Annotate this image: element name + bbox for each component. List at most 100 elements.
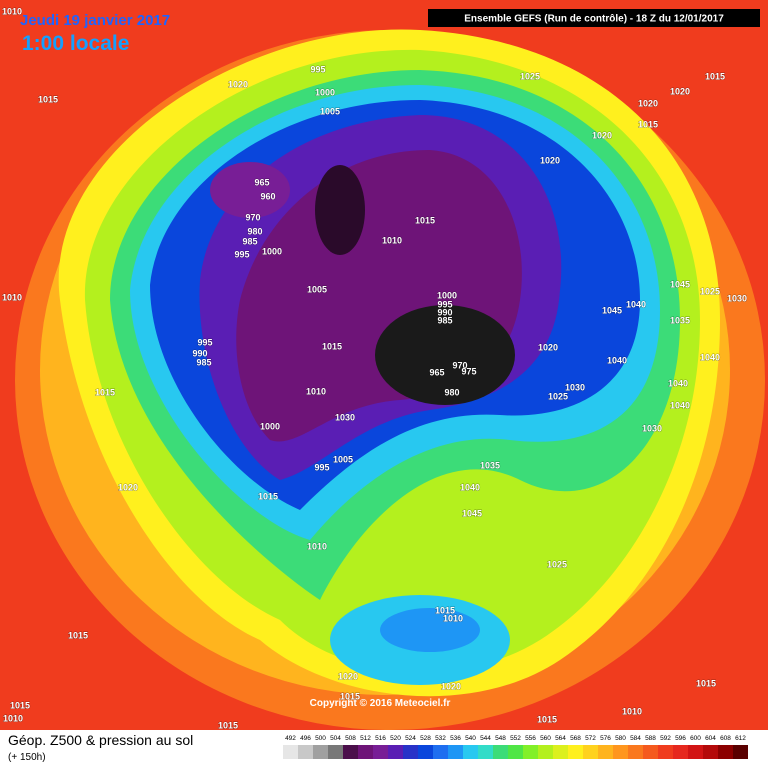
legend-swatch: [733, 745, 748, 759]
legend-label: 548: [495, 735, 506, 742]
isobar-label: 1015: [638, 119, 658, 129]
legend-label: 572: [585, 735, 596, 742]
isobar-label: 1015: [435, 605, 455, 615]
isobar-label: 970: [245, 212, 260, 222]
legend-label: 604: [705, 735, 716, 742]
legend-label: 516: [375, 735, 386, 742]
isobar-label: 1015: [95, 387, 115, 397]
legend: 492 496 500 504 508 512 516 520 524 528 532 536 540 5…: [283, 735, 748, 759]
legend-swatch: [358, 745, 373, 759]
legend-swatch: [658, 745, 673, 759]
isobar-label: 970: [452, 360, 467, 370]
legend-swatch: [478, 745, 493, 759]
isobar-label: 1025: [548, 391, 568, 401]
isobar-label: 1025: [520, 71, 540, 81]
map-background: [0, 0, 768, 730]
legend-swatch: [433, 745, 448, 759]
legend-swatch: [463, 745, 478, 759]
legend-label: 528: [420, 735, 431, 742]
isobar-label: 1045: [462, 508, 482, 518]
isobar-label: 1010: [306, 386, 326, 396]
isobar-label: 1020: [338, 671, 358, 681]
legend-swatch: [598, 745, 613, 759]
legend-swatch: [283, 745, 298, 759]
isobar-label: 980: [444, 387, 459, 397]
legend-swatch: [403, 745, 418, 759]
legend-label: 600: [690, 735, 701, 742]
isobar-label: 985: [242, 236, 257, 246]
copyright: Copyright © 2016 Meteociel.fr: [310, 698, 451, 709]
legend-label: 556: [525, 735, 536, 742]
isobar-label: 1020: [228, 79, 248, 89]
legend-swatch: [688, 745, 703, 759]
isobar-label: 1030: [642, 423, 662, 433]
isobar-label: 1000: [262, 246, 282, 256]
isobar-label: 1015: [38, 94, 58, 104]
isobar-label: 995: [314, 462, 329, 472]
legend-swatch: [643, 745, 658, 759]
isobar-label: 985: [437, 315, 452, 325]
legend-swatch: [328, 745, 343, 759]
isobar-label: 1015: [218, 720, 238, 730]
legend-label: 552: [510, 735, 521, 742]
isobar-label: 1030: [727, 293, 747, 303]
legend-swatch: [553, 745, 568, 759]
isobar-label: 1040: [700, 352, 720, 362]
isobar-label: 1020: [118, 482, 138, 492]
isobar-label: 1015: [415, 215, 435, 225]
legend-label: 532: [435, 735, 446, 742]
isobar-label: 965: [429, 367, 444, 377]
isobar-label: 1035: [480, 460, 500, 470]
isobar-label: 1010: [443, 613, 463, 623]
isobar-label: 995: [437, 299, 452, 309]
isobar-label: 1010: [2, 6, 22, 16]
isobar-label: 990: [192, 348, 207, 358]
isobar-label: 1020: [670, 86, 690, 96]
legend-label: 560: [540, 735, 551, 742]
legend-swatch: [388, 745, 403, 759]
legend-swatch: [343, 745, 358, 759]
legend-swatch: [508, 745, 523, 759]
legend-label: 512: [360, 735, 371, 742]
legend-label: 588: [645, 735, 656, 742]
isobar-label: 1045: [670, 279, 690, 289]
isobar-label: 1020: [540, 155, 560, 165]
isobar-label: 1005: [333, 454, 353, 464]
isobar-label: 1040: [668, 378, 688, 388]
isobar-label: 1010: [622, 706, 642, 716]
isobar-label: 1005: [307, 284, 327, 294]
isobar-label: 1040: [607, 355, 627, 365]
isobar-label: 1015: [322, 341, 342, 351]
isobar-label: 960: [260, 191, 275, 201]
isobar-label: 1025: [547, 559, 567, 569]
isobar-label: 1040: [626, 299, 646, 309]
legend-swatch: [583, 745, 598, 759]
isobar-label: 1015: [68, 630, 88, 640]
isobar-label: 995: [234, 249, 249, 259]
legend-swatch: [673, 745, 688, 759]
isobar-label: 1040: [460, 482, 480, 492]
legend-label: 592: [660, 735, 671, 742]
isobar-label: 1015: [696, 678, 716, 688]
isobar-label: 1010: [2, 292, 22, 302]
legend-swatch: [703, 745, 718, 759]
isobar-label: 995: [310, 64, 325, 74]
isobar-label: 1020: [638, 98, 658, 108]
isobar-label: 980: [247, 226, 262, 236]
isobar-label: 975: [461, 366, 476, 376]
isobar-label: 1000: [260, 421, 280, 431]
legend-label: 504: [330, 735, 341, 742]
legend-label: 508: [345, 735, 356, 742]
legend-label: 540: [465, 735, 476, 742]
footer-lead: (+ 150h): [8, 752, 46, 763]
isobar-label: 1010: [307, 541, 327, 551]
footer-title: Géop. Z500 & pression au sol: [8, 732, 193, 748]
isobar-label: 995: [197, 337, 212, 347]
legend-swatch: [523, 745, 538, 759]
legend-label: 544: [480, 735, 491, 742]
isobar-label: 1025: [700, 286, 720, 296]
isobar-label: 1015: [10, 700, 30, 710]
isobar-label: 1020: [592, 130, 612, 140]
legend-swatch: [718, 745, 733, 759]
